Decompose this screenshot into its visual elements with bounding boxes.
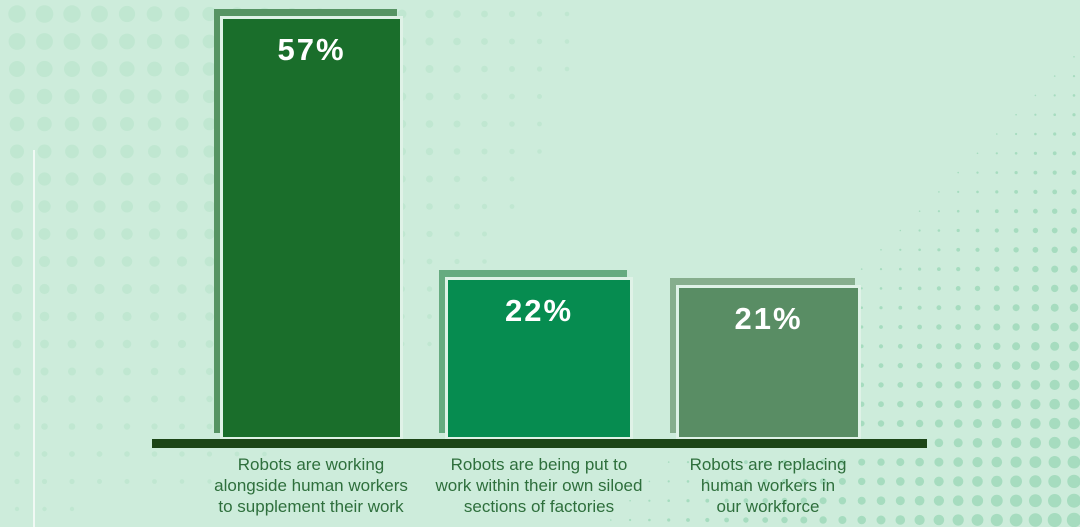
bar-group-3: 21% <box>670 278 861 440</box>
category-label-line: sections of factories <box>463 497 615 516</box>
category-label-1: Robots are working alongside human worke… <box>161 454 461 517</box>
category-label-line: our workforce <box>716 497 820 516</box>
category-label-line: work within their own siloed <box>435 476 643 495</box>
category-label-3: Robots are replacing human workers in ou… <box>618 454 918 517</box>
axis-baseline <box>152 439 927 448</box>
category-label-2: Robots are being put to work within thei… <box>389 454 689 517</box>
category-label-line: to supplement their work <box>218 497 404 516</box>
bar-group-2: 22% <box>439 270 633 440</box>
bar-fill-3: 21% <box>676 285 861 440</box>
bar-value-label-3: 21% <box>734 301 803 336</box>
bar-fill-2: 22% <box>445 277 633 440</box>
category-label-line: human workers in <box>700 476 836 495</box>
category-label-line: Robots are replacing <box>689 455 847 474</box>
bar-value-label-1: 57% <box>277 32 346 67</box>
bar-value-label-2: 22% <box>504 293 574 328</box>
fold-line <box>33 150 35 527</box>
category-label-line: alongside human workers <box>214 476 408 495</box>
bar-group-1: 57% <box>214 9 403 440</box>
bar-fill-1: 57% <box>220 16 403 440</box>
category-label-line: Robots are working <box>237 455 385 474</box>
category-label-line: Robots are being put to <box>450 455 628 474</box>
